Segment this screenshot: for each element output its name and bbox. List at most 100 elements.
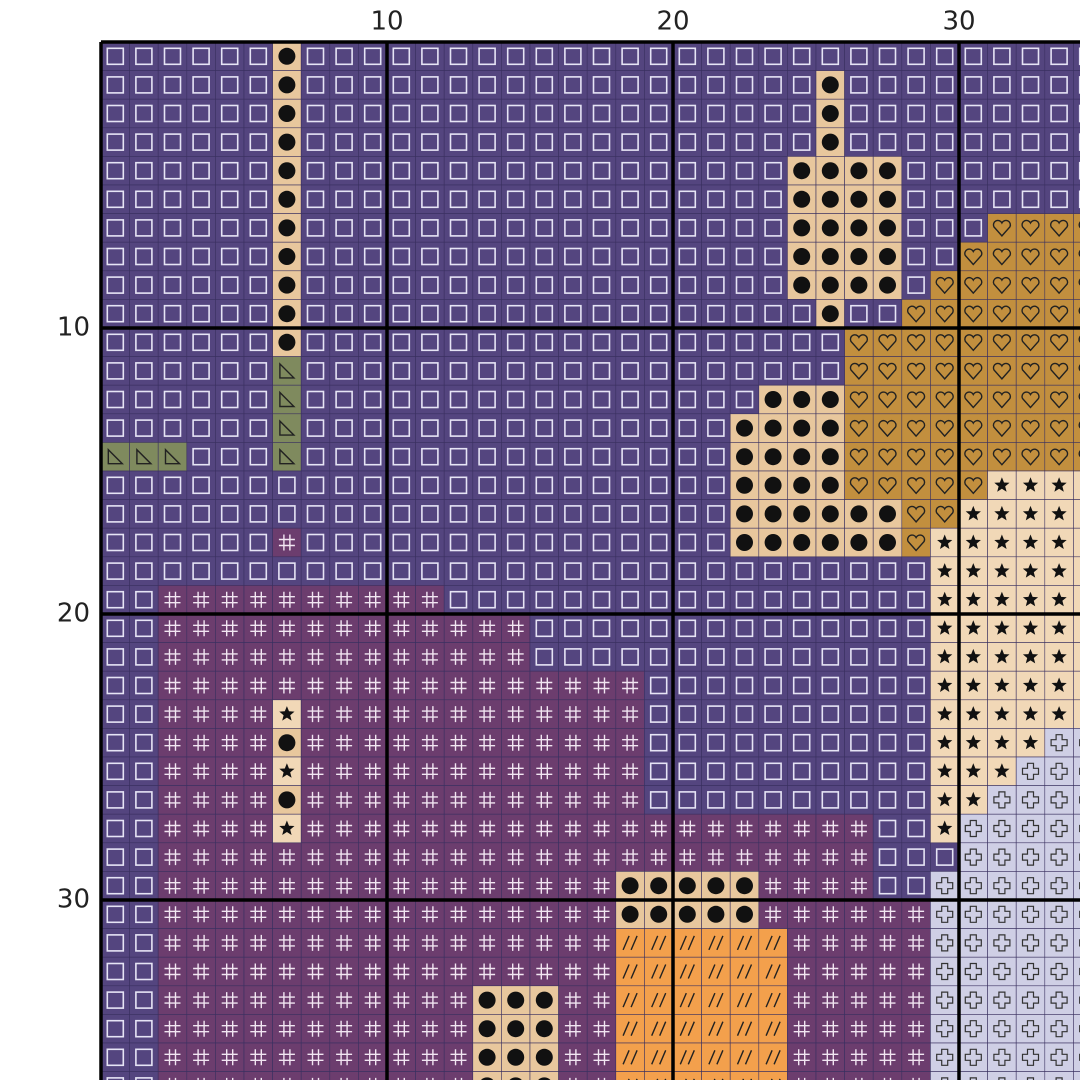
stitch-cell bbox=[930, 213, 960, 243]
stitch-cell bbox=[300, 384, 331, 415]
cell-bg bbox=[358, 70, 388, 100]
stitch-cell bbox=[386, 241, 416, 272]
stitch-cell bbox=[415, 270, 445, 300]
stitch-cell bbox=[443, 213, 474, 243]
stitch-cell bbox=[586, 98, 617, 129]
stitch-cell bbox=[329, 642, 359, 672]
stitch-cell bbox=[1044, 413, 1074, 443]
stitch-cell bbox=[672, 556, 702, 586]
stitch-cell bbox=[872, 356, 903, 386]
symbol-hash bbox=[278, 934, 295, 951]
symbol-cross bbox=[1021, 819, 1040, 838]
cell-bg bbox=[644, 985, 674, 1015]
cell-bg bbox=[815, 585, 845, 615]
symbol-square bbox=[535, 648, 554, 666]
symbol-dot bbox=[821, 76, 839, 94]
cell-bg bbox=[1044, 327, 1074, 357]
symbol-hash bbox=[336, 620, 353, 637]
cell-bg bbox=[501, 956, 531, 987]
symbol-hash bbox=[250, 791, 267, 808]
stitch-cell bbox=[243, 556, 273, 586]
stitch-cell bbox=[672, 842, 702, 872]
symbol-square bbox=[163, 133, 182, 151]
symbol-cross bbox=[993, 848, 1011, 866]
stitch-cell bbox=[501, 556, 531, 586]
cell-bg bbox=[701, 928, 731, 958]
cell-bg bbox=[358, 184, 388, 214]
stitch-cell bbox=[872, 499, 903, 529]
cell-bg bbox=[272, 842, 302, 872]
cell-bg bbox=[129, 98, 159, 129]
stitch-cell bbox=[501, 527, 531, 558]
cell-bg bbox=[586, 70, 617, 100]
cell-bg bbox=[930, 41, 960, 71]
symbol-hash bbox=[421, 677, 438, 694]
cell-bg bbox=[701, 813, 731, 844]
cell-bg bbox=[1015, 184, 1046, 214]
symbol-square bbox=[564, 648, 582, 666]
cell-bg bbox=[644, 442, 674, 472]
stitch-cell bbox=[958, 1042, 988, 1072]
stitch-cell bbox=[586, 842, 617, 872]
symbol-hash bbox=[250, 877, 267, 894]
cell-bg bbox=[1073, 270, 1080, 300]
cell-bg bbox=[872, 728, 903, 758]
cell-bg bbox=[472, 327, 502, 357]
symbol-square bbox=[421, 161, 439, 180]
symbol-square bbox=[249, 76, 268, 94]
symbol-square bbox=[449, 533, 468, 552]
stitch-cell bbox=[672, 1071, 702, 1080]
symbol-cross bbox=[964, 991, 982, 1009]
stitch-cell bbox=[215, 785, 245, 815]
cell-bg bbox=[529, 699, 559, 729]
cell-bg bbox=[586, 956, 617, 987]
symbol-square bbox=[535, 362, 554, 380]
symbol-hash bbox=[736, 820, 753, 837]
symbol-cross bbox=[993, 819, 1011, 838]
cell-bg bbox=[615, 785, 645, 815]
symbol-heart bbox=[935, 305, 954, 323]
stitch-cell bbox=[243, 585, 273, 615]
symbol-hash bbox=[193, 877, 210, 894]
cell-bg bbox=[186, 642, 216, 672]
cell-bg bbox=[186, 728, 216, 758]
stitch-cell bbox=[243, 928, 273, 958]
stitch-cell bbox=[186, 384, 216, 415]
stitch-cell bbox=[586, 241, 617, 272]
cell-bg bbox=[300, 699, 331, 729]
stitch-cell bbox=[758, 1071, 788, 1080]
stitch-cell bbox=[672, 928, 702, 958]
symbol-hash bbox=[421, 648, 438, 665]
stitch-cell bbox=[672, 527, 702, 558]
stitch-cell bbox=[815, 728, 845, 758]
symbol-star bbox=[994, 591, 1010, 607]
cell-bg bbox=[987, 299, 1017, 329]
cell-bg bbox=[901, 270, 931, 300]
cell-bg bbox=[701, 527, 731, 558]
cell-bg bbox=[529, 642, 559, 672]
symbol-hash bbox=[822, 820, 839, 837]
stitch-cell bbox=[100, 699, 130, 729]
cell-bg bbox=[472, 899, 502, 929]
cell-bg bbox=[758, 813, 788, 844]
stitch-cell bbox=[443, 585, 474, 615]
cell-bg bbox=[729, 699, 760, 729]
symbol-dot bbox=[821, 276, 839, 294]
stitch-cell bbox=[987, 585, 1017, 615]
stitch-cell bbox=[787, 41, 817, 71]
stitch-cell bbox=[758, 699, 788, 729]
cell-bg bbox=[415, 985, 445, 1015]
cell-bg bbox=[958, 1042, 988, 1072]
symbol-square bbox=[335, 533, 353, 552]
stitch-cell bbox=[501, 585, 531, 615]
stitch-cell bbox=[329, 299, 359, 329]
cell-bg bbox=[787, 871, 817, 901]
cell-bg bbox=[558, 785, 588, 815]
cell-bg bbox=[215, 213, 245, 243]
stitch-cell bbox=[157, 842, 188, 872]
cell-bg bbox=[844, 899, 874, 929]
stitch-cell bbox=[386, 41, 416, 71]
cell-bg bbox=[1015, 813, 1046, 844]
stitch-cell bbox=[1015, 756, 1046, 786]
stitch-cell bbox=[701, 356, 731, 386]
